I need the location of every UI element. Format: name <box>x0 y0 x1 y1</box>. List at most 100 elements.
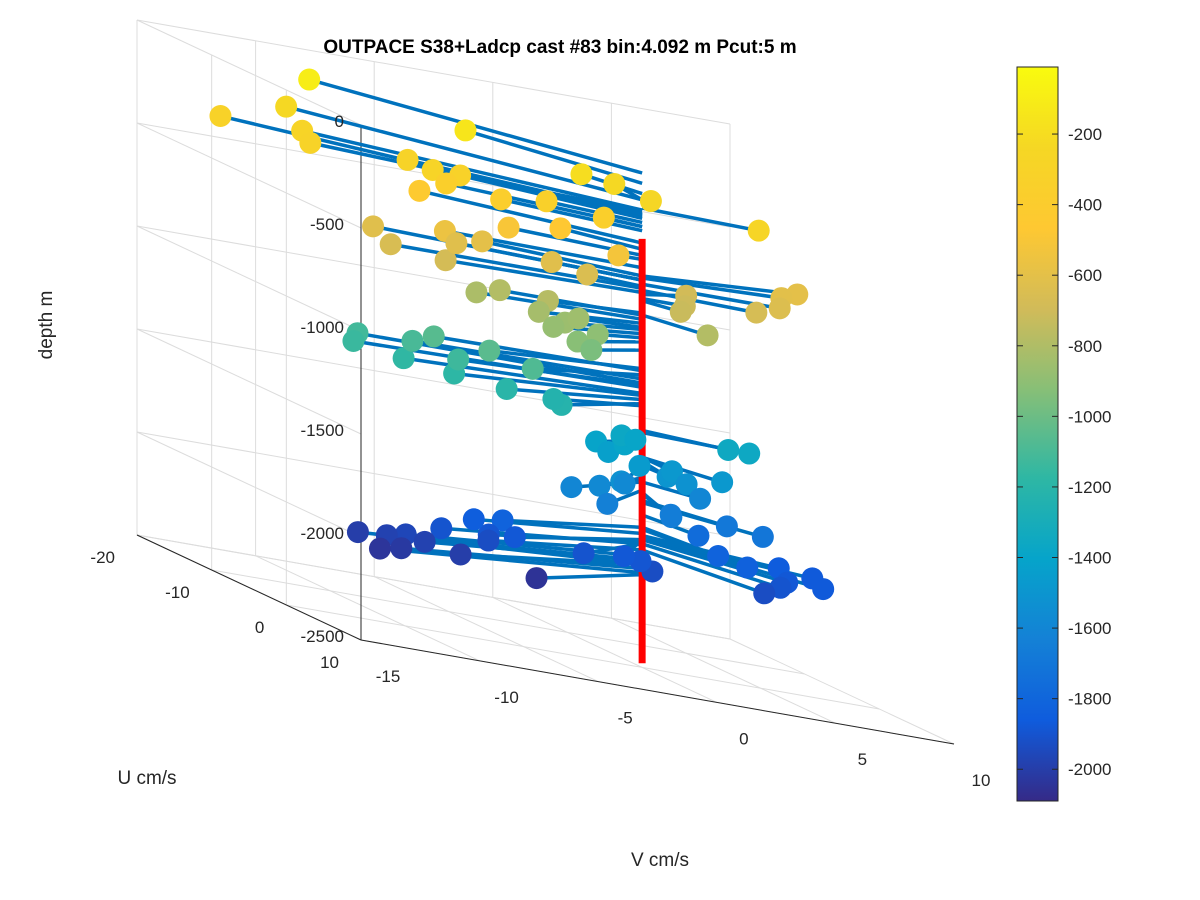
data-point <box>413 530 436 553</box>
data-point <box>542 315 565 338</box>
data-point <box>525 567 548 590</box>
data-point <box>580 339 603 362</box>
stem-line <box>407 158 643 216</box>
data-point <box>675 473 698 496</box>
data-point <box>747 219 770 242</box>
y-tick-label: -20 <box>90 548 115 567</box>
data-point <box>592 206 615 229</box>
stem-line <box>460 552 643 567</box>
data-point <box>669 300 692 323</box>
data-point <box>447 348 470 371</box>
x-tick-label: 0 <box>739 729 748 748</box>
data-point <box>422 325 445 348</box>
stem-line <box>453 371 643 398</box>
data-point <box>396 148 419 171</box>
stem-line <box>546 199 643 225</box>
y-axis-label: U cm/s <box>117 768 176 789</box>
data-point <box>768 297 791 320</box>
data-point <box>549 217 572 240</box>
stem-line <box>641 313 709 338</box>
stem-line <box>499 288 643 317</box>
data-point <box>745 301 768 324</box>
data-point <box>503 526 526 549</box>
data-point <box>346 521 369 544</box>
stem-line <box>457 357 643 387</box>
stem-line <box>538 310 643 326</box>
data-point <box>362 215 385 238</box>
axis-box <box>136 125 955 745</box>
data-point <box>471 230 494 253</box>
colorbar-tick-label: -200 <box>1068 125 1102 144</box>
grid-line <box>136 122 362 229</box>
z-axis-label: depth m <box>36 291 57 360</box>
data-point <box>390 537 413 560</box>
data-point <box>572 542 595 565</box>
data-point <box>570 163 593 186</box>
y-tick-label: 0 <box>255 618 264 637</box>
data-points <box>209 68 835 605</box>
data-point <box>711 471 734 494</box>
stem-line <box>559 226 643 251</box>
grid-line <box>211 569 805 675</box>
data-point <box>751 525 774 548</box>
data-point <box>462 508 485 531</box>
data-point <box>542 387 565 410</box>
grid-line <box>729 638 955 745</box>
colorbar-tick-label: -400 <box>1068 196 1102 215</box>
data-point <box>435 172 458 195</box>
stem-line <box>481 239 643 278</box>
x-tick-label: 5 <box>858 750 867 769</box>
data-point <box>275 95 298 118</box>
grid-line <box>255 555 480 662</box>
stem-line <box>419 189 643 245</box>
data-point <box>596 492 619 515</box>
colorbar: -200 -400 -600 -800 -1000 -1200 -1400 -1600 -180… <box>1016 66 1111 802</box>
data-point <box>454 119 477 142</box>
stem-line <box>641 206 760 233</box>
data-point <box>535 190 558 213</box>
data-point <box>421 158 444 181</box>
z-tick-label: -1000 <box>301 318 344 337</box>
stem-line <box>641 542 782 590</box>
z-tick-label: 0 <box>335 112 344 131</box>
data-point <box>753 582 776 605</box>
stem-line <box>502 518 643 530</box>
colorbar-tick-label: -1200 <box>1068 478 1111 497</box>
x-tick-label: -10 <box>494 688 519 707</box>
grid-line <box>136 328 731 434</box>
data-point <box>342 329 365 352</box>
data-point <box>624 428 647 451</box>
data-point <box>490 188 513 211</box>
data-point <box>298 68 321 91</box>
data-point <box>430 517 453 540</box>
grid-line <box>136 19 731 125</box>
x-tick-label: -15 <box>376 667 401 686</box>
data-point <box>477 529 500 552</box>
grid-line <box>611 617 836 724</box>
data-point <box>445 232 468 255</box>
stem-line <box>500 197 643 233</box>
data-point <box>434 249 457 272</box>
data-point <box>465 281 488 304</box>
grid-line <box>136 328 362 435</box>
data-point <box>527 300 550 323</box>
colorbar-tick-label: -1400 <box>1068 549 1111 568</box>
data-point <box>368 537 391 560</box>
stem-line <box>641 274 798 297</box>
colorbar-tick-label: -1600 <box>1068 619 1111 638</box>
stem-line <box>489 348 643 371</box>
grid-line <box>286 604 880 710</box>
z-tick-label: -1500 <box>301 421 344 440</box>
data-point <box>392 347 415 370</box>
data-point <box>478 339 501 362</box>
data-point <box>540 251 563 274</box>
grid-line <box>136 534 731 640</box>
data-point <box>521 357 544 380</box>
x-tick-label: -5 <box>618 709 633 728</box>
stem-line <box>536 572 643 580</box>
grid-line <box>136 225 362 332</box>
data-point <box>707 544 730 567</box>
grid-line <box>136 431 731 537</box>
grid-line <box>492 596 718 703</box>
data-point <box>628 454 651 477</box>
